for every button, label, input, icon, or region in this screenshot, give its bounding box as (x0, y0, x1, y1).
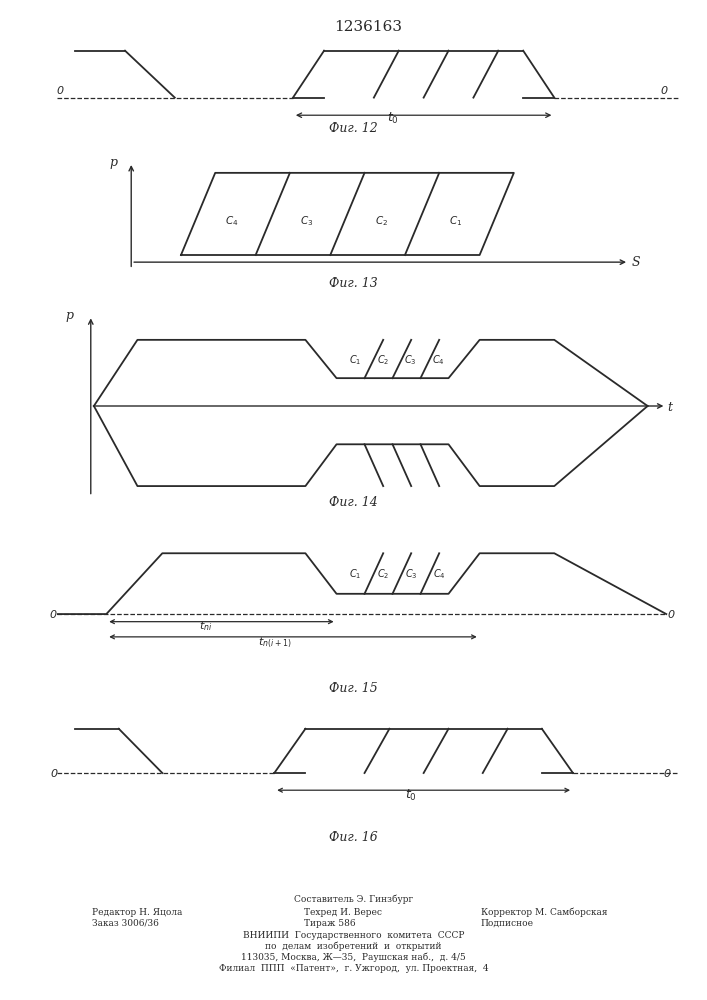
Text: Фиг. 12: Фиг. 12 (329, 122, 378, 135)
Text: $t_0$: $t_0$ (405, 788, 417, 803)
Text: $C_4$: $C_4$ (226, 215, 239, 228)
Text: 0: 0 (663, 769, 670, 779)
Text: Заказ 3006/36: Заказ 3006/36 (92, 919, 159, 928)
Text: Корректор М. Самборская: Корректор М. Самборская (481, 908, 607, 917)
Text: 0: 0 (50, 769, 57, 779)
Text: $C_2$: $C_2$ (377, 568, 390, 581)
Text: Составитель Э. Гинзбург: Составитель Э. Гинзбург (294, 894, 413, 904)
Text: $C_1$: $C_1$ (349, 354, 361, 367)
Text: 113035, Москва, Ж—35,  Раушская наб.,  д. 4/5: 113035, Москва, Ж—35, Раушская наб., д. … (241, 952, 466, 962)
Text: $C_3$: $C_3$ (300, 215, 313, 228)
Text: $t_{ni}$: $t_{ni}$ (199, 619, 213, 633)
Text: p: p (110, 156, 117, 169)
Text: 0: 0 (49, 610, 57, 620)
Text: $t_{n(i+1)}$: $t_{n(i+1)}$ (257, 635, 291, 650)
Text: Филиал  ППП  «Патент»,  г. Ужгород,  ул. Проектная,  4: Филиал ППП «Патент», г. Ужгород, ул. Про… (218, 964, 489, 973)
Text: Фиг. 16: Фиг. 16 (329, 831, 378, 844)
Text: 0: 0 (57, 86, 64, 96)
Text: $C_1$: $C_1$ (450, 215, 462, 228)
Text: $C_2$: $C_2$ (377, 354, 389, 367)
Text: $C_3$: $C_3$ (404, 354, 417, 367)
Text: Фиг. 15: Фиг. 15 (329, 682, 378, 695)
Text: S: S (632, 256, 641, 269)
Text: $C_1$: $C_1$ (349, 568, 361, 581)
Text: $C_4$: $C_4$ (433, 568, 445, 581)
Text: $C_4$: $C_4$ (433, 354, 445, 367)
Text: 0: 0 (667, 610, 674, 620)
Text: 0: 0 (660, 86, 667, 96)
Text: $C_3$: $C_3$ (405, 568, 418, 581)
Text: Фиг. 14: Фиг. 14 (329, 496, 378, 509)
Text: Фиг. 13: Фиг. 13 (329, 277, 378, 290)
Text: p: p (66, 309, 74, 322)
Text: ВНИИПИ  Государственного  комитета  СССР: ВНИИПИ Государственного комитета СССР (243, 931, 464, 940)
Text: Тираж 586: Тираж 586 (304, 919, 356, 928)
Text: t: t (667, 401, 672, 414)
Text: Редактор Н. Яцола: Редактор Н. Яцола (92, 908, 182, 917)
Text: $C_2$: $C_2$ (375, 215, 388, 228)
Text: Подписное: Подписное (481, 919, 534, 928)
Text: по  делам  изобретений  и  открытий: по делам изобретений и открытий (265, 942, 442, 951)
Text: $t_0$: $t_0$ (387, 111, 399, 126)
Text: Техред И. Верес: Техред И. Верес (304, 908, 382, 917)
Title: 1236163: 1236163 (334, 20, 402, 34)
